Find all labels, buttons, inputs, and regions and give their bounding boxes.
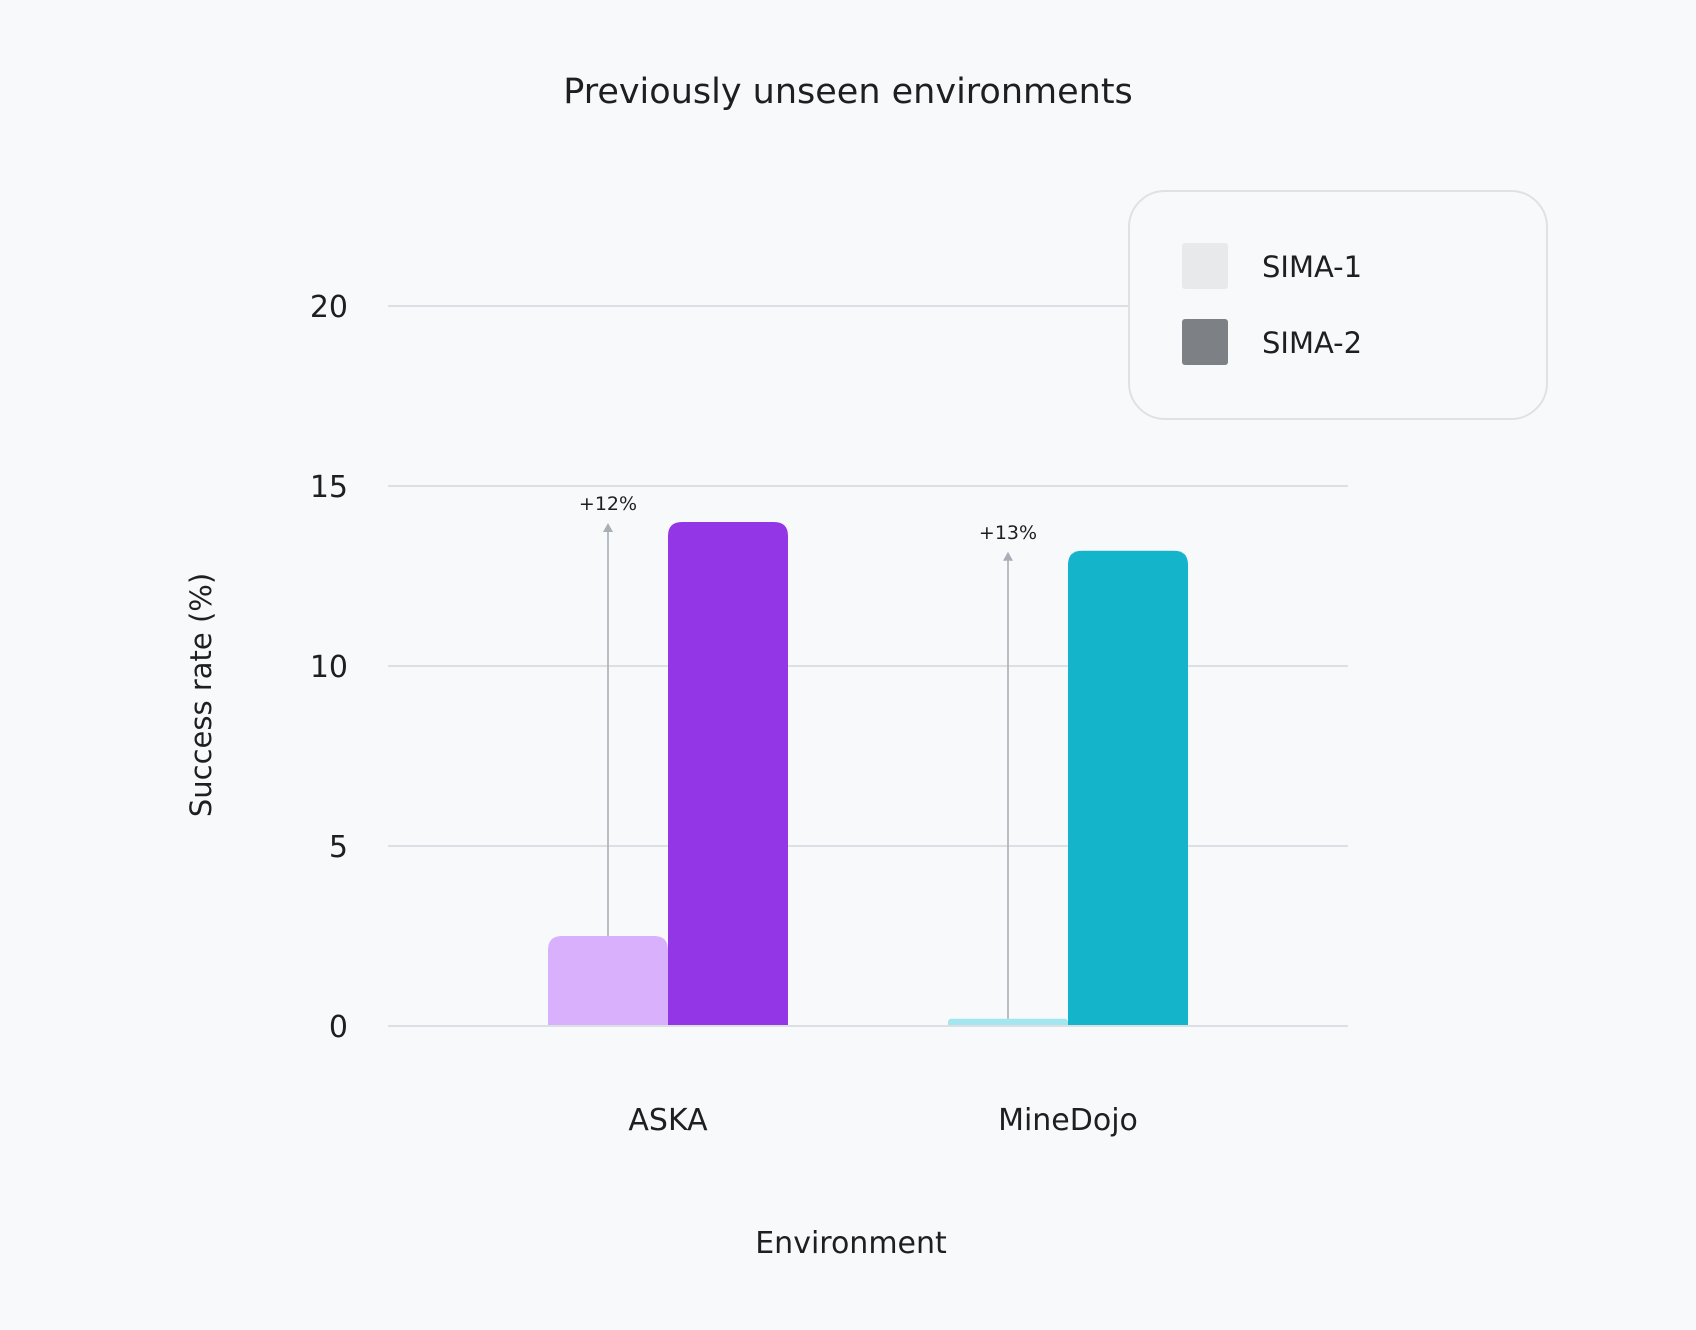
legend-swatch-sima-1	[1182, 243, 1228, 289]
chart-title: Previously unseen environments	[563, 72, 1133, 112]
legend-box	[1128, 190, 1548, 420]
x-category-label: MineDojo	[998, 1103, 1138, 1138]
legend-label-sima-1: SIMA-1	[1262, 250, 1362, 284]
bars	[548, 522, 1188, 1026]
annotations: +12% +13%	[388, 493, 1348, 1027]
y-tick-label: 20	[310, 290, 348, 325]
improvement-label: +12%	[579, 493, 637, 515]
legend: SIMA-1 SIMA-2	[1128, 190, 1548, 420]
x-categories: ASKA MineDojo	[628, 1103, 1138, 1138]
y-tick-label: 10	[310, 650, 348, 685]
y-ticks: 0 5 10 15 20	[310, 290, 348, 1045]
bar-sima-1-minedojo	[948, 1018, 1068, 1026]
x-category-label: ASKA	[628, 1103, 708, 1138]
bar-sima-2-minedojo	[1068, 550, 1188, 1026]
y-axis-label: Success rate (%)	[184, 573, 218, 817]
legend-label-sima-2: SIMA-2	[1262, 326, 1362, 360]
bar-sima-2-aska	[668, 522, 788, 1026]
legend-swatch-sima-2	[1182, 319, 1228, 365]
improvement-label: +13%	[979, 522, 1037, 544]
y-tick-label: 0	[329, 1010, 348, 1045]
y-tick-label: 5	[329, 830, 348, 865]
improvement-arrow-head	[603, 523, 613, 532]
y-tick-label: 15	[310, 470, 348, 505]
bar-sima-1-aska	[548, 936, 668, 1026]
x-axis-label: Environment	[755, 1226, 947, 1261]
improvement-arrow-head	[1003, 551, 1013, 561]
